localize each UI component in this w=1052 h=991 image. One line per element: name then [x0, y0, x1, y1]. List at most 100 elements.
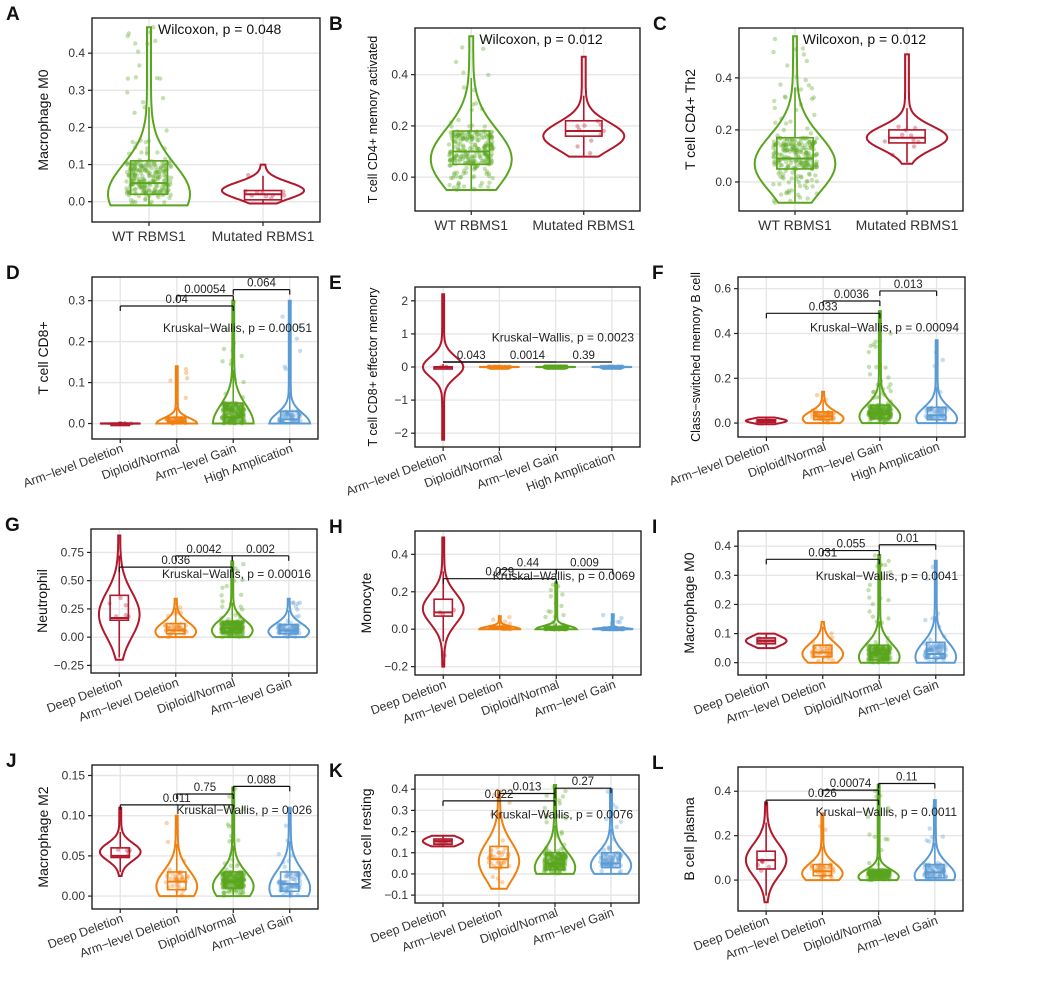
data-point: [884, 408, 889, 414]
x-tick-label: WT RBMS1: [112, 228, 186, 244]
comparison-bracket: 0.0042: [175, 544, 233, 561]
data-point: [874, 655, 880, 660]
box-3: [222, 620, 243, 634]
data-point: [141, 185, 146, 190]
data-point: [785, 163, 791, 168]
data-point: [814, 393, 820, 398]
data-point: [559, 854, 564, 860]
data-point: [475, 138, 480, 143]
data-point: [473, 101, 478, 106]
data-point: [785, 148, 790, 153]
data-point: [447, 150, 453, 155]
data-point: [783, 121, 789, 126]
data-point: [233, 417, 238, 422]
y-axis-title: Macrophage M0: [681, 552, 697, 653]
data-point: [241, 379, 246, 385]
y-tick-label: 0.4: [714, 784, 731, 798]
data-point: [804, 58, 809, 64]
data-point: [873, 648, 878, 654]
data-point: [180, 877, 185, 882]
data-point: [464, 152, 470, 157]
panel-letter: J: [6, 751, 17, 772]
data-point: [161, 188, 166, 193]
data-point: [880, 409, 885, 414]
data-point: [297, 325, 302, 330]
box-2: [165, 622, 186, 635]
data-point: [813, 165, 818, 170]
data-point: [771, 182, 776, 187]
data-point: [456, 136, 461, 141]
data-point: [803, 150, 809, 156]
data-point: [238, 409, 243, 414]
data-point: [234, 875, 240, 880]
data-point: [240, 577, 245, 583]
box-1: [109, 594, 130, 622]
data-point: [808, 142, 813, 147]
data-point: [128, 197, 134, 203]
data-point: [153, 186, 158, 191]
data-point: [812, 112, 817, 118]
data-point: [453, 132, 458, 137]
data-point: [909, 133, 914, 138]
data-point: [877, 647, 882, 653]
data-point: [924, 576, 930, 581]
data-point: [169, 175, 174, 180]
y-axis-title: Neutrophil: [34, 569, 50, 633]
y-tick-label: −0.2: [384, 660, 408, 674]
data-point: [147, 183, 153, 188]
data-point: [465, 135, 470, 140]
data-point: [222, 890, 228, 895]
data-point: [880, 576, 886, 581]
data-point: [814, 164, 819, 169]
data-point: [599, 868, 604, 874]
data-point: [225, 402, 230, 408]
data-point: [867, 609, 872, 614]
data-point: [778, 174, 783, 179]
data-point: [448, 150, 454, 155]
y-tick-label: 0.3: [391, 803, 408, 817]
data-point: [771, 155, 777, 160]
data-point: [228, 404, 233, 409]
data-point: [162, 169, 167, 174]
data-point: [479, 135, 484, 140]
data-point: [472, 153, 477, 158]
data-point: [224, 632, 229, 637]
data-point: [498, 862, 503, 867]
data-point: [881, 655, 886, 660]
data-point: [147, 188, 152, 193]
data-point: [874, 405, 879, 410]
violin-2: [477, 790, 521, 890]
data-point: [179, 875, 184, 880]
data-point: [784, 148, 789, 153]
data-point: [554, 856, 559, 861]
violin-1: [744, 632, 788, 650]
data-point: [284, 873, 289, 879]
data-point: [549, 863, 554, 868]
data-point: [225, 622, 230, 628]
data-point: [447, 158, 453, 163]
data-point: [934, 647, 939, 652]
data-point: [876, 407, 881, 412]
data-point: [221, 890, 227, 896]
data-point: [133, 41, 138, 46]
data-point: [230, 403, 235, 408]
data-point: [876, 405, 881, 411]
y-tick-label: 0.25: [61, 602, 85, 616]
data-point: [461, 70, 466, 75]
data-point: [788, 143, 793, 148]
violin-3: [857, 554, 901, 664]
data-point: [449, 124, 454, 129]
y-tick-label: 0.50: [61, 574, 85, 588]
data-point: [771, 142, 776, 148]
data-point: [471, 167, 477, 172]
data-point: [219, 593, 224, 598]
data-point: [789, 188, 794, 193]
data-point: [154, 170, 160, 175]
data-point: [231, 874, 236, 879]
data-point: [804, 150, 809, 156]
data-point: [886, 558, 891, 564]
data-point: [235, 417, 241, 422]
data-point: [298, 348, 303, 354]
data-point: [185, 376, 190, 381]
